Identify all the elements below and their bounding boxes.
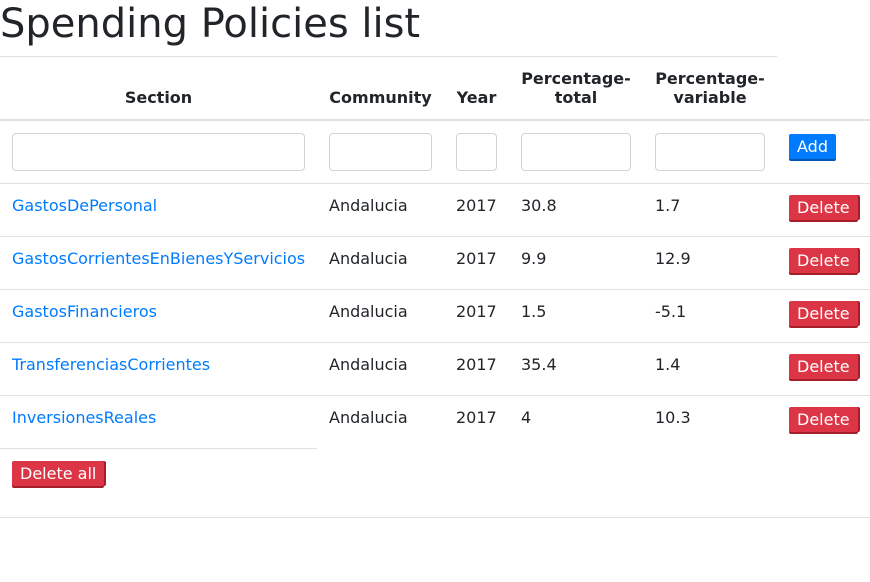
add-button[interactable]: Add: [789, 134, 836, 159]
section-input[interactable]: [12, 133, 305, 171]
delete-button[interactable]: Delete: [789, 301, 858, 326]
header-section: Section: [124, 88, 193, 107]
community-cell: Andalucia: [329, 408, 408, 427]
delete-button[interactable]: Delete: [789, 407, 858, 432]
percentage-total-input[interactable]: [521, 133, 631, 171]
header-percentage-total-label: Percentage-total: [521, 69, 631, 107]
section-link[interactable]: TransferenciasCorrientes: [12, 355, 211, 374]
section-link[interactable]: GastosFinancieros: [12, 302, 157, 321]
year-cell: 2017: [456, 249, 497, 268]
delete-button[interactable]: Delete: [789, 354, 858, 379]
community-input[interactable]: [329, 133, 432, 171]
percentage-total-cell: 9.9: [521, 249, 547, 268]
header-percentage-total: Percentage-total: [509, 69, 643, 107]
percentage-total-cell: 4: [521, 408, 532, 427]
percentage-variable-cell: 12.9: [655, 249, 691, 268]
percentage-variable-cell: -5.1: [655, 302, 687, 321]
percentage-total-cell: 30.8: [521, 196, 557, 215]
header-percentage-variable-label: Percentage-variable: [655, 69, 765, 107]
section-link[interactable]: GastosDePersonal: [12, 196, 158, 215]
percentage-total-cell: 35.4: [521, 355, 557, 374]
delete-all-button[interactable]: Delete all: [12, 461, 105, 486]
community-cell: Andalucia: [329, 249, 408, 268]
percentage-total-cell: 1.5: [521, 302, 547, 321]
header-community: Community: [329, 88, 432, 107]
community-cell: Andalucia: [329, 355, 408, 374]
community-cell: Andalucia: [329, 302, 408, 321]
percentage-variable-cell: 1.4: [655, 355, 681, 374]
year-input[interactable]: [456, 133, 497, 171]
section-link[interactable]: GastosCorrientesEnBienesYServicios: [12, 249, 306, 268]
percentage-variable-cell: 10.3: [655, 408, 691, 427]
year-cell: 2017: [456, 408, 497, 427]
section-link[interactable]: InversionesReales: [12, 408, 157, 427]
percentage-variable-cell: 1.7: [655, 196, 681, 215]
community-cell: Andalucia: [329, 196, 408, 215]
delete-button[interactable]: Delete: [789, 248, 858, 273]
percentage-variable-input[interactable]: [655, 133, 765, 171]
year-cell: 2017: [456, 196, 497, 215]
header-percentage-variable: Percentage-variable: [643, 69, 777, 107]
header-year: Year: [456, 88, 497, 107]
page-title: Spending Policies list: [0, 1, 421, 47]
year-cell: 2017: [456, 302, 497, 321]
year-cell: 2017: [456, 355, 497, 374]
delete-button[interactable]: Delete: [789, 195, 858, 220]
